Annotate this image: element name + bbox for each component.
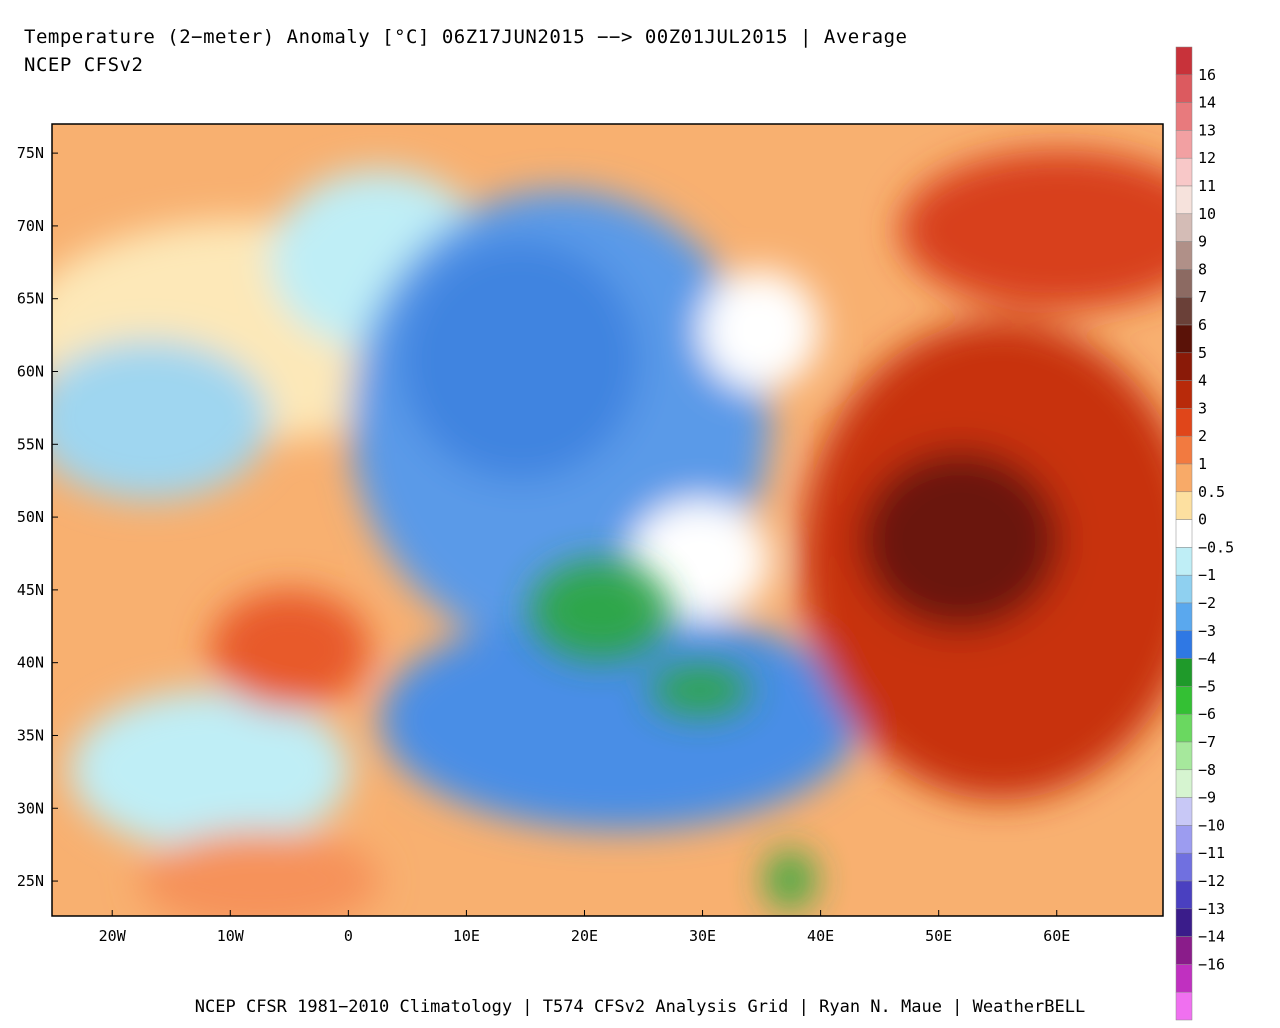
lon-label: 40E	[807, 927, 834, 945]
colorbar-label: 16	[1198, 66, 1216, 84]
colorbar-swatch	[1175, 157, 1193, 187]
colorbar-label: −5	[1198, 677, 1216, 695]
colorbar-swatch	[1175, 797, 1193, 826]
lon-label: 30E	[689, 927, 716, 945]
colorbar-swatch	[1175, 658, 1193, 687]
colorbar-label: −12	[1198, 872, 1225, 890]
colorbar-swatch	[1175, 185, 1193, 215]
colorbar-swatch	[1175, 324, 1193, 354]
map-frame	[51, 123, 1164, 917]
lon-label: 0	[344, 927, 353, 945]
colorbar-swatch	[1175, 213, 1193, 242]
colorbar-label: −11	[1198, 844, 1225, 862]
colorbar-label: 8	[1198, 260, 1207, 278]
lon-label: 50E	[925, 927, 952, 945]
lat-label: 40N	[17, 654, 44, 672]
lat-label: 75N	[17, 144, 44, 162]
colorbar-swatch	[1175, 852, 1193, 882]
colorbar-swatch	[1175, 602, 1193, 632]
colorbar-swatch	[1175, 936, 1193, 965]
colorbar-label: 6	[1198, 316, 1207, 334]
colorbar-label: 4	[1198, 372, 1207, 390]
lon-label: 60E	[1043, 927, 1070, 945]
colorbar-label: 13	[1198, 121, 1216, 139]
colorbar-label: 12	[1198, 149, 1216, 167]
colorbar-swatch	[1175, 74, 1193, 103]
colorbar-swatch	[1175, 713, 1193, 743]
lat-label: 60N	[17, 363, 44, 381]
colorbar-label: −3	[1198, 622, 1216, 640]
colorbar-label: −16	[1198, 955, 1225, 973]
lon-label: 10E	[453, 927, 480, 945]
lat-label: 35N	[17, 726, 44, 744]
colorbar-swatch	[1175, 630, 1193, 659]
colorbar-label: −13	[1198, 900, 1225, 918]
colorbar-swatch	[1175, 519, 1193, 548]
colorbar-swatch	[1175, 491, 1193, 520]
colorbar-swatch	[1175, 130, 1193, 159]
colorbar-label: 2	[1198, 427, 1207, 445]
colorbar-label: −9	[1198, 789, 1216, 807]
colorbar-swatch	[1175, 547, 1193, 576]
colorbar-label: −0.5	[1198, 538, 1234, 556]
colorbar-label: −14	[1198, 928, 1225, 946]
colorbar-swatch	[1175, 825, 1193, 854]
colorbar-label: 0.5	[1198, 483, 1225, 501]
colorbar-swatch	[1175, 380, 1193, 409]
colorbar-swatch	[1175, 908, 1193, 937]
colorbar-label: 3	[1198, 399, 1207, 417]
lat-label: 30N	[17, 799, 44, 817]
colorbar-swatch	[1175, 296, 1193, 326]
colorbar-swatch	[1175, 46, 1193, 76]
colorbar-swatch	[1175, 435, 1193, 465]
colorbar-swatch	[1175, 102, 1193, 131]
anomaly-field	[52, 124, 1163, 916]
colorbar-label: −10	[1198, 816, 1225, 834]
colorbar-label: 11	[1198, 177, 1216, 195]
colorbar-label: −6	[1198, 705, 1216, 723]
colorbar-label: −2	[1198, 594, 1216, 612]
colorbar-swatch	[1175, 741, 1193, 771]
colorbar-swatch	[1175, 241, 1193, 270]
colorbar-swatch	[1175, 574, 1193, 604]
colorbar-label: 5	[1198, 344, 1207, 362]
lat-label: 25N	[17, 872, 44, 890]
colorbar-swatch	[1175, 880, 1193, 910]
colorbar-swatch	[1175, 463, 1193, 493]
colorbar-label: 1	[1198, 455, 1207, 473]
colorbar-label: 7	[1198, 288, 1207, 306]
lat-label: 65N	[17, 290, 44, 308]
lat-label: 70N	[17, 217, 44, 235]
colorbar-swatch	[1175, 269, 1193, 298]
colorbar-label: −7	[1198, 733, 1216, 751]
footer: NCEP CFSR 1981−2010 Climatology | T574 C…	[195, 997, 1085, 1017]
lat-label: 50N	[17, 508, 44, 526]
colorbar-label: −4	[1198, 650, 1216, 668]
lon-label: 10W	[217, 927, 245, 945]
lat-label: 45N	[17, 581, 44, 599]
colorbar-swatch	[1175, 686, 1193, 715]
subtitle: NCEP CFSv2	[24, 54, 143, 76]
lon-label: 20W	[99, 927, 127, 945]
lat-label: 55N	[17, 435, 44, 453]
lon-label: 20E	[571, 927, 598, 945]
colorbar-label: −8	[1198, 761, 1216, 779]
title: Temperature (2−meter) Anomaly [°C] 06Z17…	[24, 26, 907, 48]
colorbar-swatch	[1175, 991, 1193, 1021]
colorbar-swatch	[1175, 408, 1193, 437]
colorbar-swatch	[1175, 352, 1193, 381]
colorbar-label: 9	[1198, 233, 1207, 251]
colorbar-swatch	[1175, 769, 1193, 798]
colorbar-label: 10	[1198, 205, 1216, 223]
colorbar-label: −1	[1198, 566, 1216, 584]
colorbar-label: 0	[1198, 511, 1207, 529]
colorbar-label: 14	[1198, 94, 1216, 112]
colorbar-swatch	[1175, 964, 1193, 993]
